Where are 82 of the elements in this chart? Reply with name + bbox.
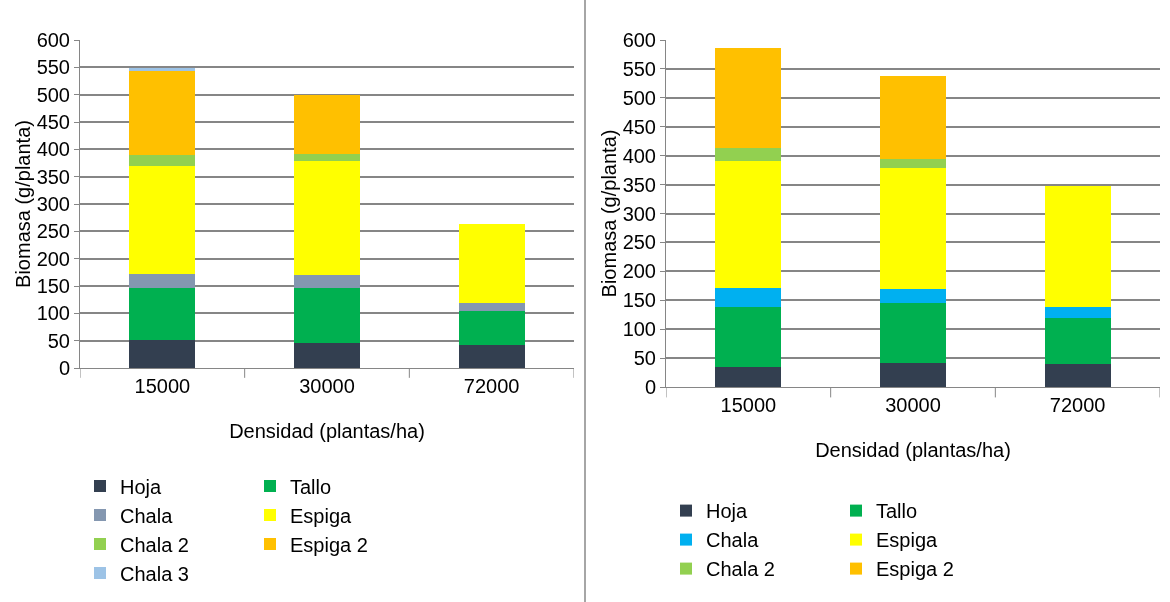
bar [880, 167, 946, 289]
y-tick-label: 300 [622, 202, 656, 225]
y-tick-label: 350 [36, 165, 70, 188]
bar [294, 160, 360, 276]
y-tick-label: 250 [622, 231, 656, 254]
x-tick-label: 30000 [299, 375, 355, 397]
bar [458, 302, 525, 312]
y-tick-label: 50 [633, 347, 656, 370]
y-tick-label: 200 [622, 260, 656, 283]
legend-label: Espiga [290, 504, 353, 527]
x-tick-label: 72000 [1049, 394, 1106, 416]
legend-label: Tallo [290, 475, 332, 498]
y-tick-label: 500 [622, 86, 656, 109]
y-tick-label: 400 [622, 144, 656, 167]
bar [880, 362, 946, 387]
bar [129, 155, 196, 166]
y-tick-label: 500 [36, 83, 70, 106]
bar [294, 95, 360, 154]
x-tick-label: 15000 [134, 375, 191, 397]
legend-label: Tallo [876, 500, 918, 523]
bar [129, 165, 196, 274]
bar [715, 288, 782, 307]
y-tick-label: 550 [36, 56, 70, 79]
bar [129, 70, 196, 156]
y-tick-label: 100 [36, 302, 70, 325]
x-tick-label: 72000 [463, 375, 520, 397]
bar [129, 339, 196, 368]
bar [715, 148, 782, 161]
y-tick-label: 550 [622, 57, 656, 80]
bar [1044, 363, 1111, 387]
y-tick-label: 150 [622, 289, 656, 312]
bar [715, 366, 782, 387]
bar [294, 153, 360, 161]
y-tick-label: 0 [58, 357, 70, 379]
bar [458, 311, 525, 346]
x-tick-label: 15000 [720, 394, 777, 416]
legend-label: Hoja [706, 500, 749, 523]
legend-label: Chala 2 [120, 533, 189, 556]
bar [880, 75, 946, 159]
bar [715, 306, 782, 367]
legend-label: Hoja [120, 475, 163, 498]
legend-label: Chala 2 [706, 558, 775, 581]
bar [880, 302, 946, 363]
y-tick-label: 600 [36, 29, 70, 51]
y-tick-label: 600 [622, 29, 656, 51]
y-tick-label: 300 [36, 193, 70, 215]
y-axis-title: Biomasa (g/planta) [598, 129, 620, 298]
bar [458, 345, 525, 368]
y-tick-label: 150 [36, 275, 70, 297]
bar [129, 273, 196, 288]
bar [880, 288, 946, 303]
bar [129, 287, 196, 340]
y-tick-label: 200 [36, 247, 70, 270]
x-tick-label: 30000 [885, 394, 941, 416]
bar [458, 224, 525, 303]
legend-label: Espiga 2 [290, 533, 368, 556]
y-tick-label: 450 [36, 111, 70, 133]
legend-label: Chala [120, 504, 174, 527]
bar [129, 68, 196, 71]
y-tick-label: 100 [622, 318, 656, 341]
bar [1044, 186, 1111, 307]
legend-label: Espiga [876, 529, 939, 552]
y-tick-label: 400 [36, 138, 70, 161]
bar [715, 160, 782, 289]
y-tick-label: 350 [622, 173, 656, 196]
bar [1044, 306, 1111, 318]
y-axis-title: Biomasa (g/planta) [12, 120, 34, 288]
bar [294, 275, 360, 288]
y-tick-label: 0 [644, 376, 656, 398]
legend-label: Espiga 2 [876, 558, 954, 581]
legend-label: Chala [706, 529, 760, 552]
bar [294, 342, 360, 368]
bar [294, 287, 360, 343]
y-tick-label: 50 [47, 329, 70, 352]
bar [715, 47, 782, 149]
x-axis-title: Densidad (plantas/ha) [815, 439, 1011, 461]
bar [880, 158, 946, 168]
x-axis-title: Densidad (plantas/ha) [229, 420, 425, 442]
y-tick-label: 450 [622, 115, 656, 138]
bar [1044, 317, 1111, 364]
legend-label: Chala 3 [120, 562, 189, 585]
y-tick-label: 250 [36, 220, 70, 243]
